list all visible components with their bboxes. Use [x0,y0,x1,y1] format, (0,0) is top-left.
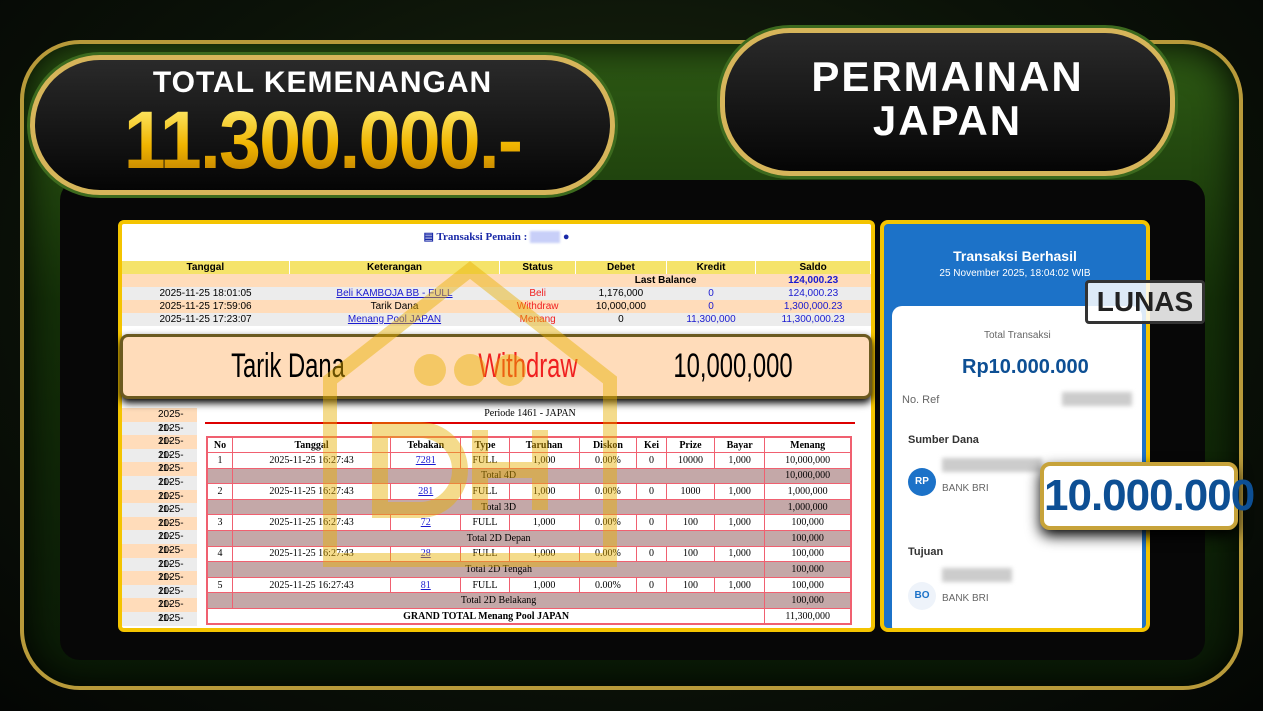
col-header: Saldo [755,261,871,274]
truncated-date: 2025-11- [122,598,197,624]
tebakan-link[interactable]: 72 [420,517,431,529]
table-row: 2025-11-25 17:23:07 Menang Pool JAPAN Me… [122,313,871,326]
subtotal-row: Total 2D Depan 100,000 [206,530,852,547]
table-row: 2025-11-25 18:01:05 Beli KAMBOJA BB - FU… [122,287,871,300]
info-icon[interactable]: ● [562,231,570,243]
detail-col-header: Tanggal [231,436,392,454]
source-name-redacted [942,458,1042,472]
truncated-date: 2025-11- [122,421,197,447]
subtotal-row: Total 2D Tengah 100,000 [206,561,852,578]
tebakan-link[interactable]: 7281 [415,454,436,466]
truncated-date: 2025-11- [122,571,197,597]
col-header: Keterangan [289,261,501,274]
truncated-date: 2025-11- [122,408,197,434]
periode-label: Periode 1461 - JAPAN [484,408,576,419]
highlight-amount: 10,000,000 [673,347,793,385]
detail-col-header: Menang [764,436,852,454]
truncated-date: 2025-11- [122,543,197,570]
game-line2: JAPAN [872,97,1023,144]
source-label: Sumber Dana [908,434,979,446]
truncated-date: 2025-11- [122,557,197,583]
bet-row: 2 2025-11-25 16:27:43 281 FULL 1,000 0.00% 0 10… [206,483,852,500]
ref-redacted [1062,392,1132,406]
highlight-withdraw-strip: Tarik Dana Withdraw 10,000,000 [120,334,872,399]
game-line1: PERMAINAN [811,53,1084,100]
truncated-date: 2025-11- [122,475,197,502]
transaction-panel: ▤ Transaksi Pemain : ● Tanggal Keterangan… [118,220,875,632]
truncated-date: 2025-11- [122,584,197,610]
truncated-date: 2025-11- [122,516,197,542]
banner-amount: 11.300.000.- [58,100,587,182]
highlight-status: Withdraw [478,347,578,385]
divider [205,422,855,424]
last-balance-row: Last Balance 124,000.23 [122,274,871,287]
detail-col-header: No [206,436,233,454]
highlight-description: Tarik Dana [231,347,345,385]
transaction-title: ▤ Transaksi Pemain : ● [423,231,570,244]
truncated-date: 2025-11- [122,611,197,628]
table-row: 2025-11-25 17:59:06 Tarik Dana Withdraw … [122,300,871,313]
bet-row: 4 2025-11-25 16:27:43 28 FULL 1,000 0.00% 0 100… [206,545,852,563]
lunas-stamp: LUNAS [1085,280,1205,324]
truncated-date: 2025-11- [122,462,197,488]
source-bank: BANK BRI [942,483,989,494]
truncated-date-list: 2025-11-2025-11-2025-11-2025-11-2025-11-… [122,408,197,628]
tebakan-link[interactable]: 28 [420,548,431,560]
transaction-link[interactable]: Menang Pool JAPAN [347,313,442,325]
truncated-date: 2025-11- [122,435,197,461]
total-winnings-banner: TOTAL KEMENANGAN 11.300.000.- [30,55,615,195]
truncated-date: 2025-11- [122,489,197,515]
bet-row: 3 2025-11-25 16:27:43 72 FULL 1,000 0.00% 0 100… [206,514,852,532]
transaction-link[interactable]: Beli KAMBOJA BB - FULL [336,287,453,299]
dest-bank: BANK BRI [942,593,989,604]
receipt-datetime: 25 November 2025, 18:04:02 WIB [939,268,1091,279]
ref-label: No. Ref [902,394,940,406]
col-header: Debet [575,261,667,274]
col-header: Kredit [666,261,757,274]
source-avatar: RP [908,468,936,496]
total-amount: Rp10.000.000 [962,356,1089,378]
receipt-title: Transaksi Berhasil [953,248,1077,264]
total-label: Total Transaksi [984,330,1051,341]
subtotal-row: Total 2D Belakang 100,000 [206,592,852,610]
truncated-date: 2025-11- [122,503,197,529]
detail-col-header: Tebakan [390,436,462,454]
player-name-redacted [530,231,561,244]
amount-popup: 10.000.000 [1040,462,1255,530]
detail-col-header: Kei [636,436,667,454]
col-header: Status [499,261,576,274]
bet-detail-popup: Periode 1461 - JAPAN No Tanggal Tebakan Typ… [200,408,860,626]
detail-col-header: Type [460,436,510,454]
transaction-table: Tanggal Keterangan Status Debet Kredit Saldo … [122,261,871,326]
bet-row: 1 2025-11-25 16:27:43 7281 FULL 1,000 0.00% 0 1… [206,452,852,469]
truncated-date: 2025-11- [122,448,197,474]
game-banner: PERMAINAN JAPAN [720,28,1175,176]
subtotal-row: Total 3D 1,000,000 [206,498,852,516]
bet-detail-table: No Tanggal Tebakan Type Taruhan Diskon Kei Priz… [206,436,852,626]
detail-col-header: Prize [665,436,716,454]
banner-title: TOTAL KEMENANGAN [152,66,493,99]
truncated-date: 2025-11- [122,530,197,556]
detail-col-header: Diskon [578,436,638,454]
dest-name-redacted [942,568,1012,582]
dest-label: Tujuan [908,546,944,558]
grand-total-row: GRAND TOTAL Menang Pool JAPAN 11,300,000 [206,608,852,625]
tebakan-link[interactable]: 81 [420,579,431,591]
tebakan-link[interactable]: 281 [418,486,434,498]
document-icon: ▤ [423,231,434,243]
subtotal-row: Total 4D 10,000,000 [206,467,852,485]
col-header: Tanggal [122,261,290,274]
detail-col-header: Taruhan [508,436,580,454]
bet-row: 5 2025-11-25 16:27:43 81 FULL 1,000 0.00% 0 100… [206,576,852,594]
dest-avatar: BO [908,582,936,610]
detail-col-header: Bayar [714,436,766,454]
